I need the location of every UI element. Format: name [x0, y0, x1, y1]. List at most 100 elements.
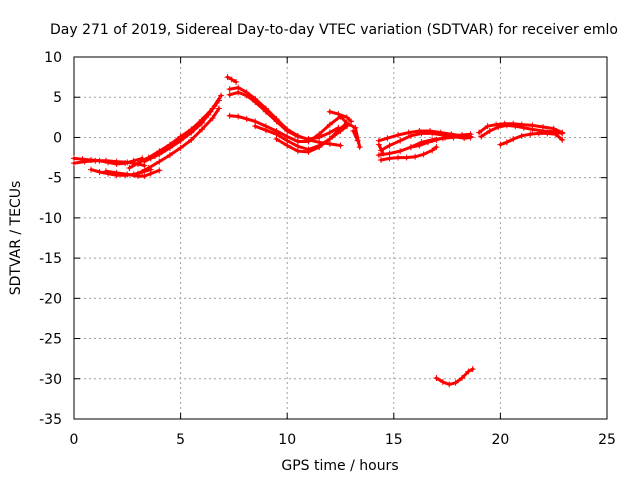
series-track: [275, 121, 362, 154]
data-point: [156, 167, 163, 174]
data-point: [305, 148, 312, 155]
data-point: [141, 173, 148, 180]
data-point: [124, 171, 131, 178]
y-tick-label: -10: [39, 211, 62, 227]
y-tick-label: -15: [39, 251, 62, 267]
x-axis-label: GPS time / hours: [281, 458, 398, 474]
data-point: [518, 132, 525, 139]
data-point: [226, 91, 233, 98]
data-point: [262, 108, 269, 115]
data-point: [469, 366, 476, 373]
data-point: [395, 132, 402, 139]
data-point: [96, 169, 103, 176]
data-point: [198, 126, 205, 133]
data-point: [134, 170, 141, 177]
data-point: [416, 142, 423, 149]
x-tick-label: 5: [176, 432, 185, 448]
data-point: [96, 157, 103, 164]
data-point: [88, 166, 95, 173]
data-point: [495, 123, 502, 130]
data-point: [335, 111, 342, 118]
data-point: [252, 99, 259, 106]
data-point: [177, 137, 184, 144]
data-point: [141, 158, 148, 165]
data-point: [215, 97, 222, 104]
data-point: [226, 86, 233, 93]
data-point: [441, 134, 448, 141]
data-point: [224, 74, 231, 81]
series-track: [351, 129, 360, 143]
data-point: [452, 379, 459, 386]
series-track-23: [433, 366, 476, 388]
data-point: [252, 123, 259, 130]
y-tick-label: 10: [44, 50, 62, 66]
series-track: [127, 94, 223, 170]
data-point: [102, 168, 109, 175]
x-tick-label: 15: [385, 432, 403, 448]
data-point: [465, 368, 472, 375]
series-track-24: [476, 120, 566, 136]
data-point: [407, 132, 414, 139]
data-point: [316, 131, 323, 138]
data-point: [439, 378, 446, 385]
data-point: [166, 152, 173, 159]
data-point: [79, 156, 86, 163]
data-point: [386, 155, 393, 162]
data-point: [134, 160, 141, 167]
data-point: [403, 154, 410, 161]
y-tick-label: -25: [39, 332, 62, 348]
data-point: [262, 127, 269, 134]
data-point: [352, 124, 359, 131]
data-point: [113, 160, 120, 167]
data-point: [326, 136, 333, 143]
series-track-09: [224, 74, 240, 85]
data-point: [386, 142, 393, 149]
series-track-22: [375, 141, 387, 157]
data-point: [418, 130, 425, 137]
data-point: [424, 139, 431, 146]
data-point: [497, 141, 504, 148]
data-point: [198, 119, 205, 126]
series-track: [328, 110, 353, 123]
data-point: [375, 141, 382, 148]
data-point: [356, 144, 363, 151]
data-point: [235, 89, 242, 96]
data-point: [348, 118, 355, 125]
series-track: [498, 131, 564, 147]
series-track-14: [273, 119, 363, 155]
data-point: [343, 114, 350, 121]
data-point: [326, 121, 333, 128]
data-point: [235, 113, 242, 120]
data-point: [520, 124, 527, 131]
data-point: [166, 144, 173, 151]
series-track: [477, 122, 564, 135]
series-track-26: [497, 130, 566, 148]
data-point: [407, 144, 414, 151]
data-point: [350, 128, 357, 135]
data-point: [429, 147, 436, 154]
x-tick-label: 25: [598, 432, 616, 448]
data-point: [335, 127, 342, 134]
series-track-15: [326, 108, 355, 125]
data-point: [122, 160, 129, 167]
data-point: [273, 118, 280, 125]
data-point: [130, 157, 137, 164]
data-point: [412, 153, 419, 160]
data-point: [326, 129, 333, 136]
data-point: [395, 154, 402, 161]
data-point: [559, 136, 566, 143]
data-point: [446, 381, 453, 388]
data-point: [512, 123, 519, 130]
data-point: [544, 130, 551, 137]
x-tick-label: 0: [70, 432, 79, 448]
data-point: [147, 155, 154, 162]
data-point: [215, 105, 222, 112]
data-point: [478, 133, 485, 140]
series-track: [377, 143, 385, 155]
data-point: [476, 129, 483, 136]
data-point: [156, 151, 163, 158]
data-point: [326, 108, 333, 115]
data-point: [527, 131, 534, 138]
data-point: [305, 138, 312, 145]
